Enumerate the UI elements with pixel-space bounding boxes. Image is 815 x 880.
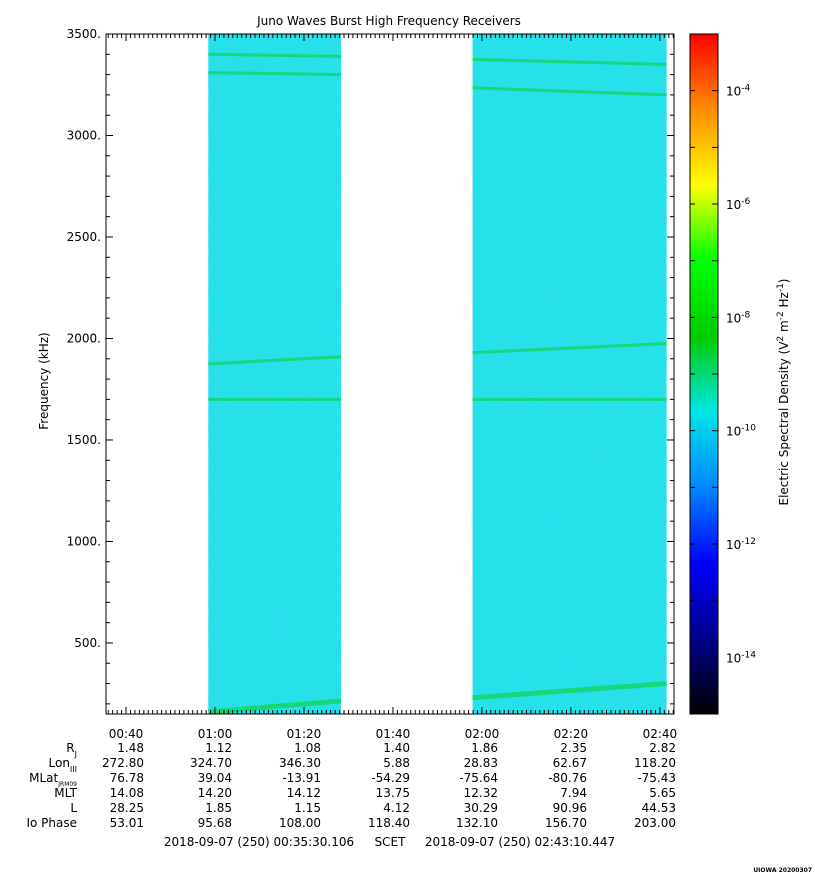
- y-tick-label: 500.: [74, 636, 101, 650]
- y-tick-label: 1500.: [67, 433, 101, 447]
- colorbar: 10-4 10-6 10-8 10-10 10-12 10-14: [689, 33, 756, 715]
- ephemeris-cell: 272.80: [102, 756, 144, 770]
- ephemeris-cell: 90.96: [553, 801, 587, 815]
- ephemeris-cell: 76.78: [110, 771, 144, 785]
- ephemeris-cell: 1.48: [117, 741, 144, 755]
- ephemeris-row-label: Io Phase: [26, 816, 77, 830]
- colorbar-tick-label: 10-8: [726, 310, 751, 325]
- ephemeris-cell: 203.00: [634, 816, 676, 830]
- ephemeris-cell: 62.67: [553, 756, 587, 770]
- ephemeris-cell: 118.40: [368, 816, 410, 830]
- stamp: UIOWA 20200307: [753, 867, 812, 874]
- ephemeris-row-label: MLT: [54, 786, 77, 800]
- ephemeris-cell: -13.91: [282, 771, 321, 785]
- ephemeris-row-label: RJ: [66, 741, 77, 759]
- ephemeris-cell: 108.00: [279, 816, 321, 830]
- y-tick-label: 3500.: [67, 27, 101, 41]
- data-segment-texture: [208, 34, 341, 714]
- x-axis: 00:40 01:00 01:20 01:40 02:00 02:20 02:40: [107, 34, 678, 741]
- ephemeris-cell: 5.88: [383, 756, 410, 770]
- ephemeris-cell: 12.32: [464, 786, 498, 800]
- emission-line: [472, 342, 667, 355]
- time-end: 2018-09-07 (250) 02:43:10.447: [425, 835, 615, 849]
- ephemeris-cell: -80.76: [548, 771, 587, 785]
- ephemeris-cell: 2.82: [649, 741, 676, 755]
- emission-line: [208, 355, 341, 366]
- colorbar-tick-label: 10-12: [726, 537, 756, 552]
- ephemeris-cell: 324.70: [190, 756, 232, 770]
- ephemeris-cell: 30.29: [464, 801, 498, 815]
- time-start: 2018-09-07 (250) 00:35:30.106: [164, 835, 354, 849]
- ephemeris-cell: 1.08: [294, 741, 321, 755]
- ephemeris-cell: 5.65: [649, 786, 676, 800]
- ephemeris-cell: 2.35: [560, 741, 587, 755]
- x-tick-label: 01:20: [287, 727, 322, 741]
- emission-line: [208, 52, 341, 58]
- ephemeris-cell: 132.10: [456, 816, 498, 830]
- data-segment-texture: [472, 34, 667, 714]
- ephemeris-cell: 53.01: [110, 816, 144, 830]
- y-axis: 3500. 3000. 2500. 2000. 1500. 1000. 500.: [67, 27, 674, 705]
- ephemeris-cell: 39.04: [198, 771, 232, 785]
- ephemeris-cell: 95.68: [198, 816, 232, 830]
- ephemeris-row-label: L: [70, 801, 77, 815]
- ephemeris-cell: 1.85: [205, 801, 232, 815]
- colorbar-tick-label: 10-14: [726, 650, 756, 665]
- ephemeris-cell: 44.53: [642, 801, 676, 815]
- ephemeris-cell: -75.43: [637, 771, 676, 785]
- chart-title: Juno Waves Burst High Frequency Receiver…: [256, 14, 521, 28]
- ephemeris-cell: 156.70: [545, 816, 587, 830]
- emission-line: [208, 71, 341, 77]
- ephemeris-cell: 4.12: [383, 801, 410, 815]
- colorbar-tick-label: 10-6: [726, 197, 751, 212]
- emission-line: [472, 86, 667, 97]
- y-tick-label: 1000.: [67, 534, 101, 548]
- y-tick-label: 3000.: [67, 128, 101, 142]
- ephemeris-cell: 14.12: [287, 786, 321, 800]
- x-tick-label: 01:40: [376, 727, 411, 741]
- y-tick-label: 2500.: [67, 230, 101, 244]
- ephemeris-cell: 28.83: [464, 756, 498, 770]
- ephemeris-cell: 14.08: [110, 786, 144, 800]
- x-tick-label: 02:00: [465, 727, 500, 741]
- ephemeris-cell: 7.94: [560, 786, 587, 800]
- emission-line: [472, 681, 667, 701]
- ephemeris-cell: 1.15: [294, 801, 321, 815]
- colorbar-tick-label: 10-4: [726, 84, 751, 99]
- y-axis-label: Frequency (kHz): [37, 332, 51, 429]
- ephemeris-cell: 13.75: [376, 786, 410, 800]
- time-axis-label: SCET: [375, 835, 407, 849]
- ephemeris-cell: 1.86: [471, 741, 498, 755]
- ephemeris-row-label: MLatJRM09: [29, 771, 77, 788]
- colorbar-tick-label: 10-10: [726, 424, 756, 439]
- plot-area: [208, 34, 667, 715]
- emission-line: [472, 57, 667, 66]
- ephemeris-cell: 1.12: [205, 741, 232, 755]
- ephemeris-cell: 1.40: [383, 741, 410, 755]
- plot-frame: [105, 33, 675, 715]
- ephemeris-cell: 14.20: [198, 786, 232, 800]
- colorbar-label: Electric Spectral Density (V2 m-2 Hz-1): [776, 278, 791, 505]
- x-tick-label: 02:20: [554, 727, 589, 741]
- emission-line: [208, 698, 342, 715]
- ephemeris-cell: 28.25: [110, 801, 144, 815]
- ephemeris-row-label: LonIII: [49, 756, 78, 774]
- ephemeris-cell: 346.30: [279, 756, 321, 770]
- x-tick-label: 01:00: [198, 727, 233, 741]
- ephemeris-cell: 118.20: [634, 756, 676, 770]
- x-tick-label: 02:40: [643, 727, 678, 741]
- ephemeris-cell: -75.64: [459, 771, 498, 785]
- ephemeris-cell: -54.29: [371, 771, 410, 785]
- x-tick-label: 00:40: [109, 727, 144, 741]
- y-tick-label: 2000.: [67, 331, 101, 345]
